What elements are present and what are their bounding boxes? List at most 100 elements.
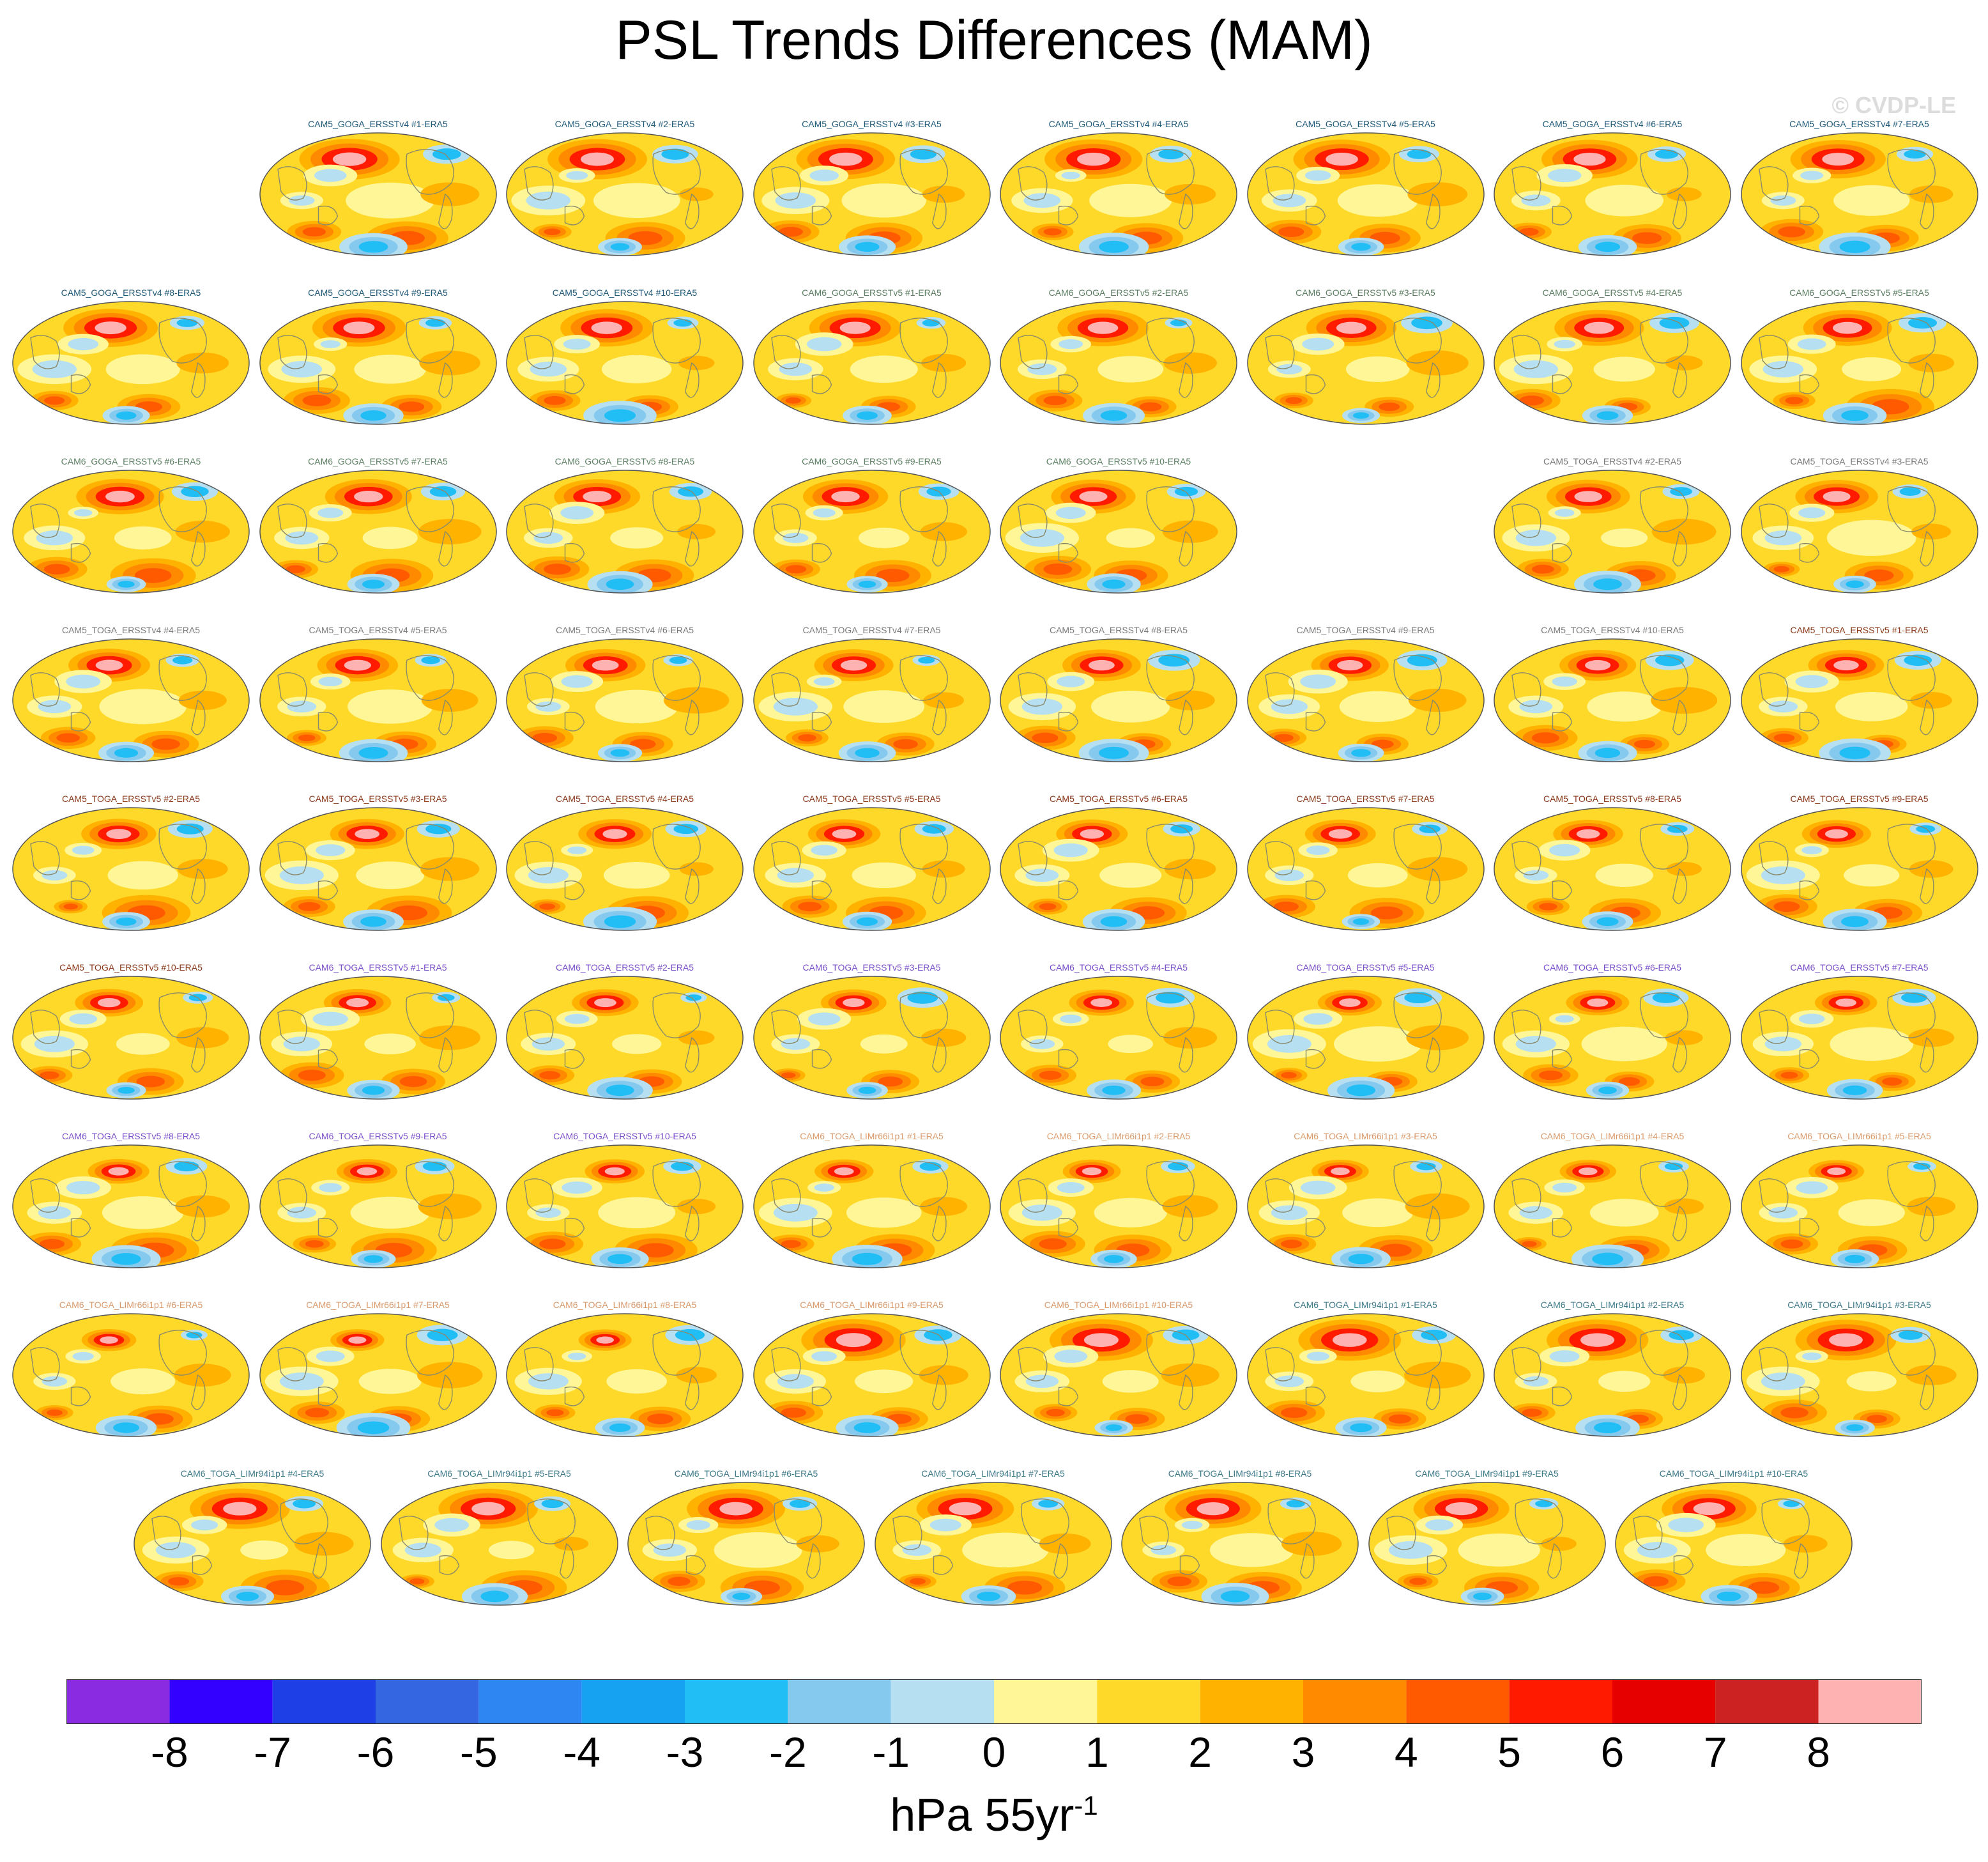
- map-panel-globe: [134, 1482, 371, 1606]
- colorbar-swatch: [169, 1679, 273, 1724]
- map-panel: CAM5_TOGA_ERSSTv4 #3-ERA5: [1740, 456, 1979, 596]
- colorbar-swatch: [581, 1679, 685, 1724]
- map-panel-label: CAM5_TOGA_ERSSTv4 #4-ERA5: [61, 625, 201, 635]
- map-panel-label: CAM6_TOGA_LIMr66i1p1 #8-ERA5: [553, 1300, 697, 1310]
- map-panel-label: CAM6_TOGA_ERSSTv5 #8-ERA5: [61, 1131, 201, 1141]
- colorbar-tick-label: -2: [768, 1728, 807, 1776]
- map-panel-globe: [380, 1482, 618, 1606]
- colorbar-swatch: [891, 1679, 994, 1724]
- map-panel-label: CAM6_TOGA_ERSSTv5 #9-ERA5: [309, 1131, 447, 1141]
- map-panel: CAM6_TOGA_LIMr66i1p1 #4-ERA5: [1493, 1131, 1732, 1270]
- map-panel-label: CAM6_TOGA_LIMr66i1p1 #10-ERA5: [1044, 1300, 1193, 1310]
- map-panel: CAM5_GOGA_ERSSTv4 #6-ERA5: [1493, 119, 1732, 258]
- map-panel: CAM5_GOGA_ERSSTv4 #1-ERA5: [259, 119, 498, 258]
- map-panel: CAM6_GOGA_ERSSTv5 #8-ERA5: [505, 456, 744, 596]
- map-panel: CAM6_GOGA_ERSSTv5 #7-ERA5: [259, 456, 498, 596]
- map-panel-globe: [506, 638, 744, 762]
- colorbar-tick-label: 3: [1291, 1728, 1315, 1776]
- map-panel: CAM6_TOGA_LIMr94i1p1 #1-ERA5: [1246, 1300, 1485, 1439]
- map-panel-globe: [753, 1144, 991, 1268]
- map-panel: CAM6_TOGA_LIMr94i1p1 #7-ERA5: [874, 1468, 1113, 1608]
- map-panel-globe: [259, 132, 497, 256]
- map-panel-globe: [1368, 1482, 1606, 1606]
- map-panel-label: CAM5_GOGA_ERSSTv4 #9-ERA5: [308, 288, 448, 298]
- map-panel-label: CAM6_GOGA_ERSSTv5 #8-ERA5: [554, 456, 695, 466]
- map-panel-label: CAM6_TOGA_LIMr94i1p1 #7-ERA5: [921, 1468, 1065, 1479]
- map-panel: CAM5_GOGA_ERSSTv4 #7-ERA5: [1740, 119, 1979, 258]
- map-panel-globe: [12, 301, 250, 425]
- colorbar-swatch: [1715, 1679, 1819, 1724]
- map-panel: CAM6_GOGA_ERSSTv5 #4-ERA5: [1493, 288, 1732, 427]
- map-panel-label: CAM6_TOGA_LIMr66i1p1 #9-ERA5: [800, 1300, 944, 1310]
- map-panel: CAM6_TOGA_LIMr94i1p1 #6-ERA5: [627, 1468, 866, 1608]
- map-panel-label: CAM5_TOGA_ERSSTv5 #7-ERA5: [1296, 794, 1435, 804]
- colorbar-tick-label: 0: [982, 1728, 1006, 1776]
- map-panel-label: CAM5_GOGA_ERSSTv4 #4-ERA5: [1048, 119, 1189, 129]
- map-panel-label: CAM6_TOGA_LIMr94i1p1 #9-ERA5: [1415, 1468, 1559, 1479]
- map-panel-globe: [1740, 807, 1978, 931]
- units-label: hPa 55yr-1: [0, 1789, 1988, 1842]
- colorbar-swatch: [1818, 1679, 1922, 1724]
- map-panel: CAM5_TOGA_ERSSTv4 #8-ERA5: [999, 625, 1238, 764]
- map-panel-globe: [1246, 1144, 1485, 1268]
- map-panel-globe: [259, 1144, 497, 1268]
- map-panel-globe: [1494, 976, 1731, 1100]
- colorbar-swatch: [994, 1679, 1097, 1724]
- map-panel-globe: [506, 301, 744, 425]
- map-panel-globe: [1000, 976, 1237, 1100]
- map-panel-label: CAM5_TOGA_ERSSTv5 #1-ERA5: [1790, 625, 1929, 635]
- map-panel-globe: [753, 638, 991, 762]
- map-panel-label: CAM6_TOGA_LIMr94i1p1 #5-ERA5: [427, 1468, 571, 1479]
- map-panel-label: CAM6_TOGA_ERSSTv5 #2-ERA5: [555, 962, 694, 973]
- colorbar-tick-label: 2: [1188, 1728, 1212, 1776]
- map-panel-label: CAM6_TOGA_LIMr66i1p1 #5-ERA5: [1787, 1131, 1931, 1141]
- map-panel-globe: [1494, 1144, 1731, 1268]
- map-panel: CAM6_TOGA_LIMr66i1p1 #6-ERA5: [11, 1300, 250, 1439]
- map-panel-globe: [1740, 1144, 1978, 1268]
- map-panel-globe: [753, 132, 991, 256]
- map-panel: CAM5_TOGA_ERSSTv5 #3-ERA5: [259, 794, 498, 933]
- map-panel-label: CAM5_TOGA_ERSSTv4 #10-ERA5: [1541, 625, 1684, 635]
- colorbar-tick-label: 1: [1085, 1728, 1109, 1776]
- map-panel: CAM6_TOGA_ERSSTv5 #6-ERA5: [1493, 962, 1732, 1102]
- map-panel-globe: [506, 1313, 744, 1437]
- map-panel: CAM5_TOGA_ERSSTv4 #9-ERA5: [1246, 625, 1485, 764]
- map-panel-label: CAM6_GOGA_ERSSTv5 #9-ERA5: [802, 456, 942, 466]
- colorbar-swatch: [1612, 1679, 1716, 1724]
- map-panel: CAM6_GOGA_ERSSTv5 #1-ERA5: [753, 288, 991, 427]
- colorbar-tick-label: -5: [459, 1728, 498, 1776]
- colorbar-tick-label: 5: [1497, 1728, 1522, 1776]
- map-panel-globe: [259, 470, 497, 594]
- map-panel-label: CAM5_TOGA_ERSSTv4 #2-ERA5: [1543, 456, 1682, 466]
- map-panel-label: CAM6_GOGA_ERSSTv5 #4-ERA5: [1542, 288, 1683, 298]
- map-panel-globe: [1615, 1482, 1853, 1606]
- map-panel: CAM6_TOGA_ERSSTv5 #2-ERA5: [505, 962, 744, 1102]
- colorbar-swatch: [66, 1679, 170, 1724]
- colorbar-tick-label: 8: [1807, 1728, 1831, 1776]
- map-panel-globe: [12, 1313, 250, 1437]
- colorbar-tick-label: -8: [150, 1728, 188, 1776]
- map-panel-globe: [753, 976, 991, 1100]
- units-base: hPa 55yr: [890, 1790, 1074, 1841]
- map-panel: CAM5_TOGA_ERSSTv5 #8-ERA5: [1493, 794, 1732, 933]
- map-panel-globe: [1000, 301, 1237, 425]
- map-panel: CAM5_TOGA_ERSSTv5 #1-ERA5: [1740, 625, 1979, 764]
- watermark: © CVDP-LE: [1831, 92, 1956, 118]
- map-panel: CAM6_TOGA_ERSSTv5 #10-ERA5: [505, 1131, 744, 1270]
- map-panel-globe: [259, 807, 497, 931]
- map-panel-globe: [1494, 470, 1731, 594]
- map-panel-globe: [1246, 807, 1485, 931]
- map-panel-label: CAM5_GOGA_ERSSTv4 #6-ERA5: [1542, 119, 1683, 129]
- map-panel: CAM6_TOGA_ERSSTv5 #8-ERA5: [11, 1131, 250, 1270]
- map-panel-globe: [506, 1144, 744, 1268]
- map-panel-label: CAM5_TOGA_ERSSTv5 #10-ERA5: [59, 962, 203, 973]
- colorbar-tick-labels: -8 -7 -6 -5 -4 -3 -2 -1 0 1 2 3 4 5 6 7 8: [0, 1725, 1988, 1783]
- map-panel-label: CAM5_TOGA_ERSSTv4 #3-ERA5: [1790, 456, 1929, 466]
- map-panel-globe: [627, 1482, 865, 1606]
- map-panel-globe: [1000, 1313, 1237, 1437]
- map-panel: CAM6_TOGA_LIMr66i1p1 #3-ERA5: [1246, 1131, 1485, 1270]
- units-exponent: -1: [1074, 1790, 1098, 1820]
- map-panel-label: CAM6_TOGA_LIMr66i1p1 #6-ERA5: [59, 1300, 203, 1310]
- colorbar-tick-label: -3: [666, 1728, 704, 1776]
- map-panel: CAM6_TOGA_LIMr66i1p1 #7-ERA5: [259, 1300, 498, 1439]
